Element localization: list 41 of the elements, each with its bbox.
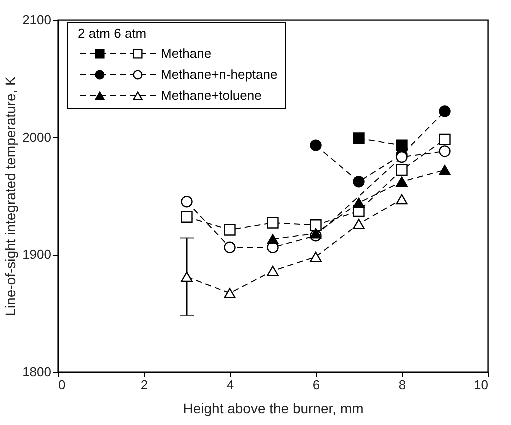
point — [181, 211, 193, 223]
point — [267, 266, 279, 276]
point — [396, 151, 408, 164]
point — [353, 198, 365, 208]
point — [396, 164, 408, 176]
x-axis-title: Height above the burner, mm — [183, 400, 364, 416]
x-tick-label: 2 — [140, 378, 148, 392]
point — [224, 288, 236, 299]
y-tick-label: 2000 — [22, 130, 52, 145]
y-axis-title: Line-of-sight integrated temperature, K — [2, 76, 19, 316]
x-tick-label: 8 — [398, 378, 406, 392]
point — [181, 196, 193, 208]
legend-label: Methane+toluene — [161, 88, 262, 103]
point — [439, 146, 451, 158]
point — [181, 272, 193, 282]
point — [267, 217, 279, 229]
x-tick-label: 4 — [226, 378, 234, 392]
point — [439, 106, 451, 118]
legend-title: 2 atm 6 atm — [78, 26, 147, 41]
legend-label: Methane — [161, 46, 212, 61]
point — [310, 219, 322, 232]
point — [396, 194, 408, 205]
point — [310, 140, 322, 152]
point — [353, 132, 365, 144]
point — [310, 228, 322, 239]
x-tick-label: 0 — [58, 378, 66, 392]
y-tick-label: 1800 — [22, 364, 52, 380]
legend-label: Methane+n-heptane — [161, 67, 278, 82]
x-tick-label: 10 — [474, 378, 488, 392]
y-tick-label: 1900 — [22, 247, 52, 262]
point — [353, 176, 365, 188]
point — [310, 252, 322, 262]
point — [439, 165, 451, 176]
point — [396, 176, 408, 188]
y-tick-label: 2100 — [22, 12, 52, 28]
point — [353, 219, 365, 230]
point — [224, 242, 236, 254]
point — [267, 234, 279, 245]
point — [439, 134, 451, 146]
x-tick-label: 6 — [312, 378, 320, 392]
point — [224, 224, 236, 236]
